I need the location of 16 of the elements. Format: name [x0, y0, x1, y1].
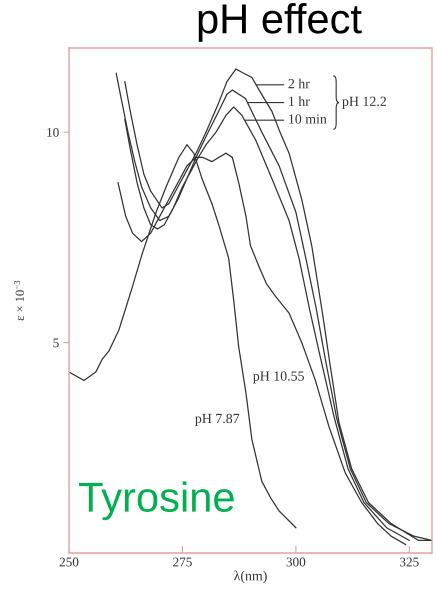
x-tick-label: 275: [173, 558, 192, 566]
y-axis-title: ε × 10$^{−3}$: [14, 280, 24, 320]
y-tick-label: 10: [47, 128, 59, 137]
annotation: pH 12.2: [342, 96, 386, 109]
x-axis-title: λ(nm): [234, 570, 267, 584]
y-tick-label: 5: [53, 338, 59, 348]
chart-title: pH effect: [198, 3, 362, 42]
legend-label: 1 hr: [289, 96, 310, 106]
annotation: Tyrosine: [79, 481, 234, 520]
x-tick-label: 325: [400, 558, 419, 566]
series-label: pH 7.87: [195, 414, 240, 426]
legend-label: 10 min: [289, 114, 327, 124]
x-tick-label: 250: [60, 558, 78, 566]
series-label: pH 10.55: [253, 371, 304, 384]
legend-label: 2 hr: [288, 78, 310, 88]
x-tick-label: 300: [286, 558, 306, 566]
